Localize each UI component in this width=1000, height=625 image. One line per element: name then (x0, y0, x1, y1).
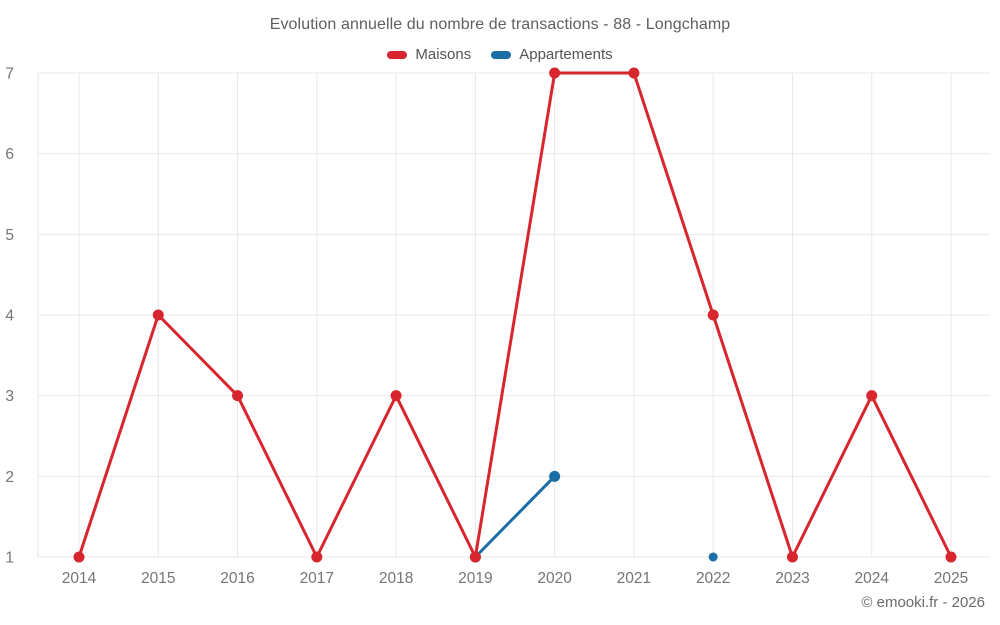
y-tick-label-7: 7 (5, 65, 14, 82)
x-tick-label-2014: 2014 (62, 570, 97, 587)
point-maisons-2018[interactable] (390, 390, 402, 402)
legend-label-appartements: Appartements (519, 46, 613, 63)
point-maisons-2020[interactable] (549, 67, 561, 79)
point-maisons-2022[interactable] (707, 309, 719, 321)
point-maisons-2025[interactable] (945, 551, 957, 563)
x-tick-label-2024: 2024 (854, 570, 889, 587)
x-tick-label-2023: 2023 (775, 570, 809, 587)
y-tick-label-5: 5 (5, 227, 14, 244)
x-tick-label-2018: 2018 (379, 570, 413, 587)
point-maisons-2023[interactable] (786, 551, 798, 563)
point-appartements-2022[interactable] (708, 552, 718, 562)
x-tick-label-2019: 2019 (458, 570, 492, 587)
x-tick-label-2021: 2021 (617, 570, 651, 587)
appartements-color-swatch (491, 50, 512, 59)
y-tick-label-1: 1 (5, 549, 14, 566)
y-tick-label-4: 4 (5, 307, 14, 324)
legend-label-maisons: Maisons (415, 46, 472, 63)
x-tick-label-2022: 2022 (696, 570, 730, 587)
point-maisons-2019[interactable] (469, 551, 481, 563)
x-tick-label-2016: 2016 (220, 570, 254, 587)
y-tick-label-6: 6 (5, 146, 14, 163)
copyright-text: © emooki.fr - 2026 (861, 594, 985, 611)
chart-title: Evolution annuelle du nombre de transact… (269, 16, 731, 33)
point-maisons-2016[interactable] (232, 390, 244, 402)
x-tick-label-2017: 2017 (300, 570, 334, 587)
y-tick-label-2: 2 (5, 469, 14, 486)
legend-item-appartements[interactable]: Appartements (491, 46, 613, 63)
y-tick-label-3: 3 (5, 388, 14, 405)
series-line-maisons (77, 71, 953, 559)
point-maisons-2024[interactable] (866, 390, 878, 402)
x-tick-label-2020: 2020 (537, 570, 572, 587)
x-tick-label-2015: 2015 (141, 570, 175, 587)
legend: Maisons Appartements (0, 46, 1000, 63)
point-maisons-2014[interactable] (73, 551, 85, 563)
x-tick-label-2025: 2025 (934, 570, 968, 587)
point-maisons-2021[interactable] (628, 67, 640, 79)
point-maisons-2017[interactable] (311, 551, 323, 563)
point-appartements-2020[interactable] (549, 470, 561, 482)
point-maisons-2015[interactable] (152, 309, 164, 321)
maisons-color-swatch (387, 50, 408, 59)
series-line-appartements (473, 474, 557, 559)
legend-item-maisons[interactable]: Maisons (387, 46, 471, 63)
